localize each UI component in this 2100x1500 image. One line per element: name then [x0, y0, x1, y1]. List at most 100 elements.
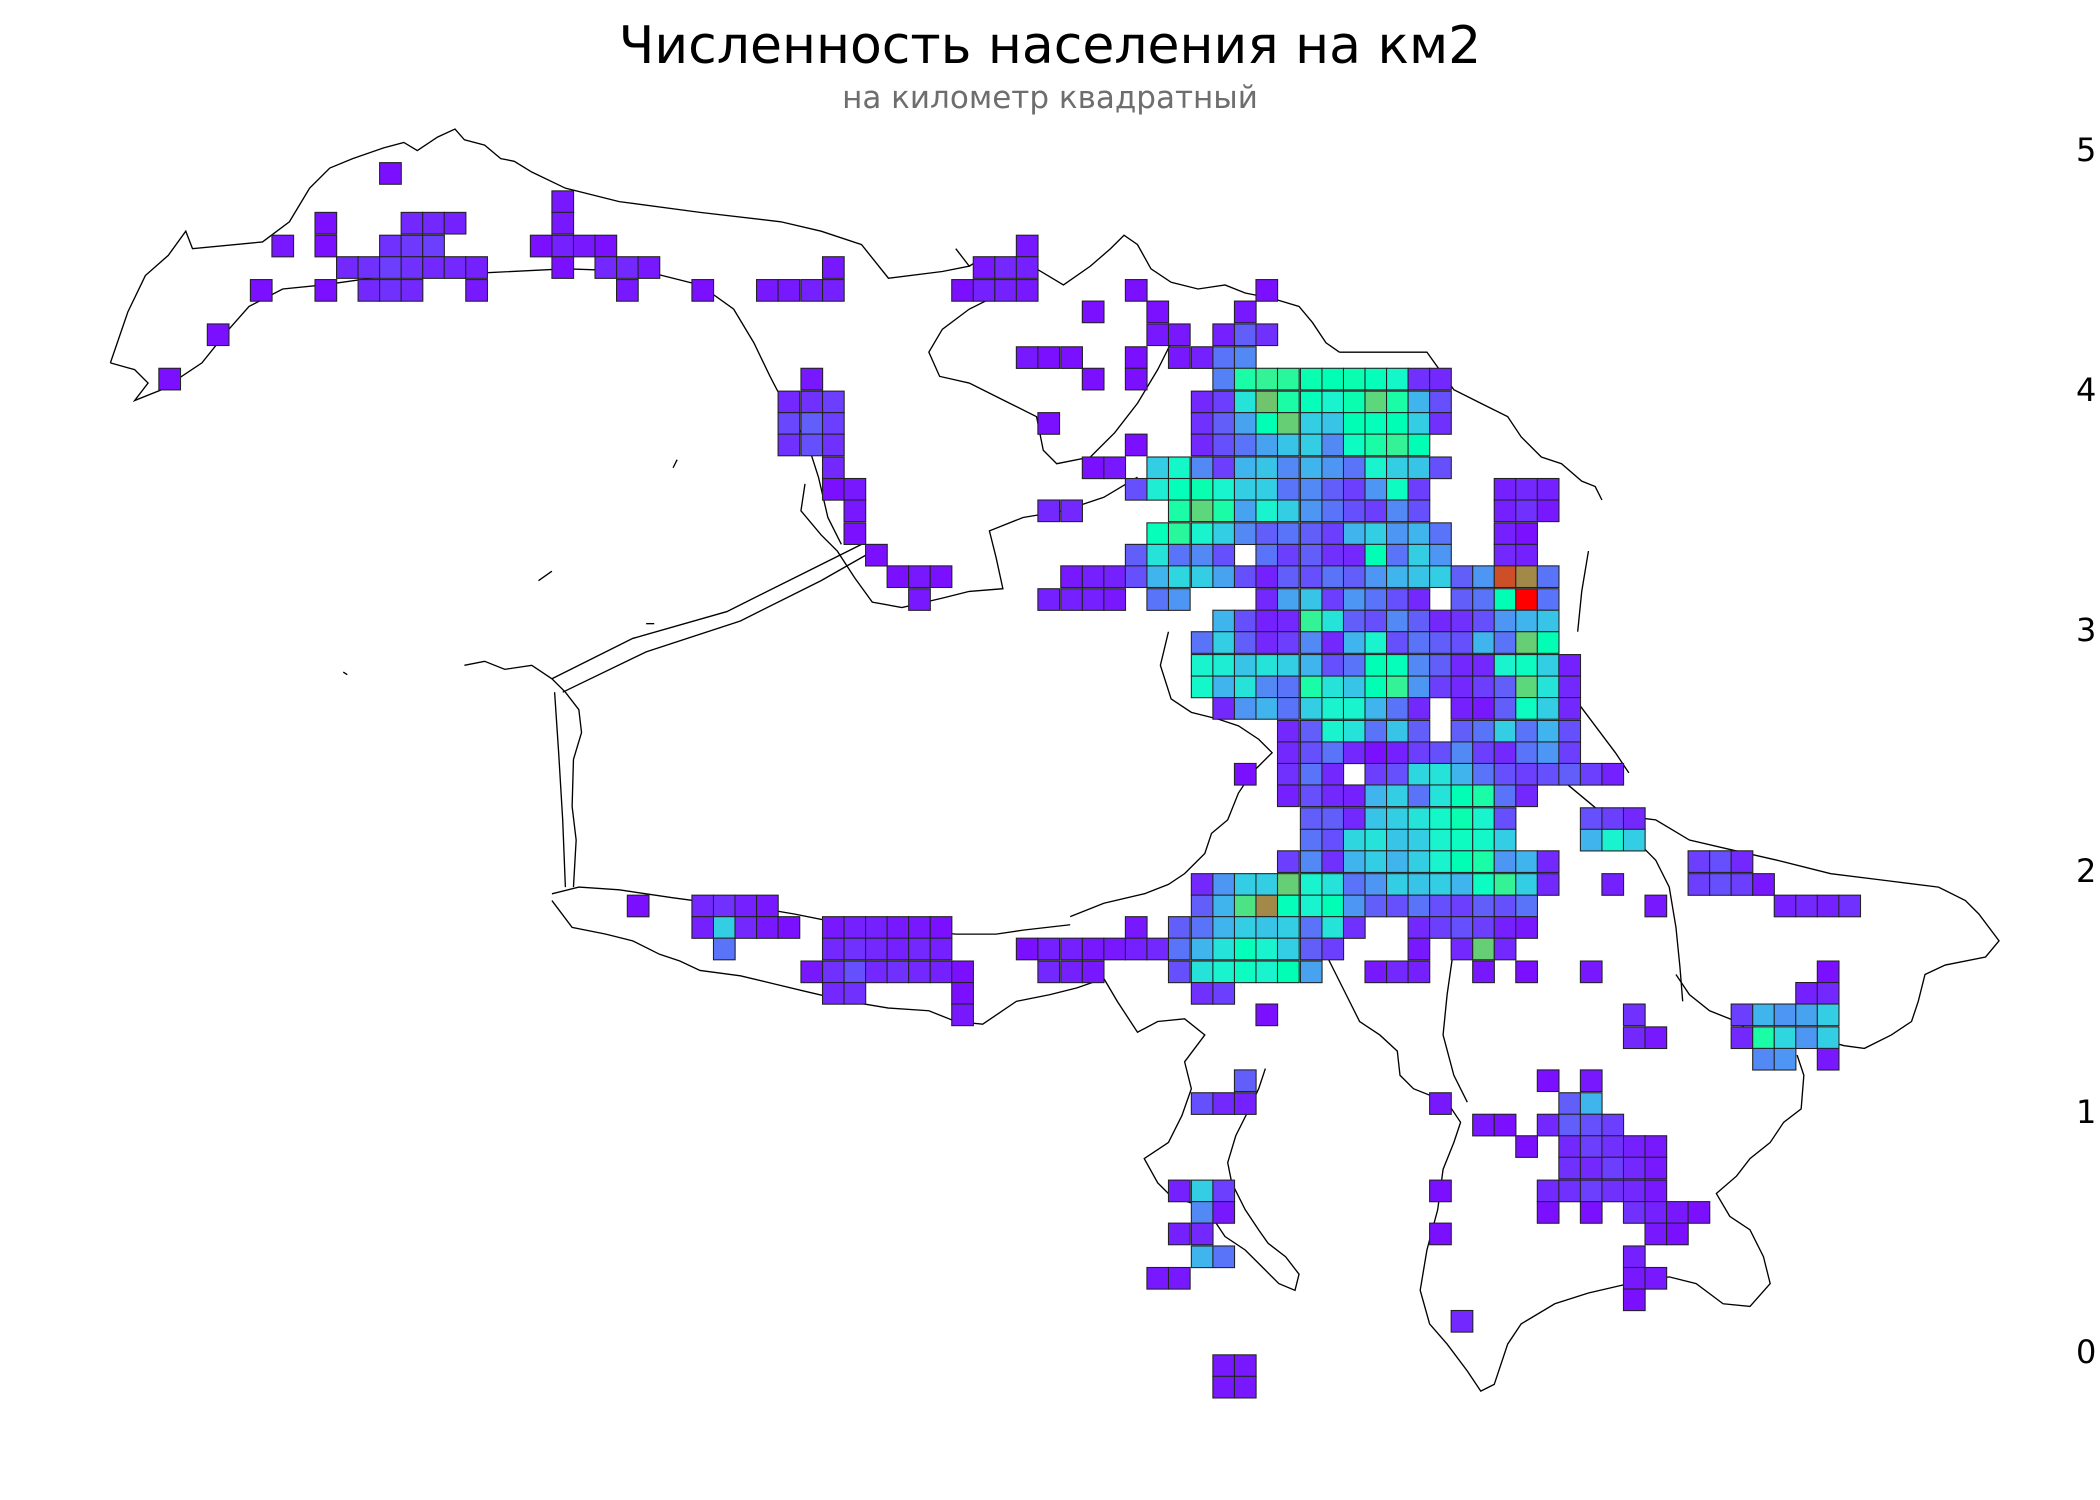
density-cell — [1299, 850, 1323, 873]
density-cell — [821, 412, 845, 435]
density-cell — [1407, 828, 1431, 852]
density-cell — [1255, 588, 1279, 611]
density-cell — [1386, 894, 1409, 918]
density-cell — [1493, 850, 1517, 873]
density-cell — [1321, 477, 1345, 501]
density-cell — [1233, 323, 1257, 347]
density-cell — [1167, 346, 1191, 369]
density-cell — [1515, 675, 1538, 699]
density-cell — [1622, 1179, 1646, 1203]
density-cell — [616, 256, 639, 279]
density-cell — [1558, 1135, 1582, 1158]
density-cell — [400, 234, 424, 258]
density-cell — [1386, 433, 1409, 457]
density-cell — [843, 937, 867, 961]
density-cell — [929, 937, 953, 961]
density-cell — [1299, 565, 1323, 589]
southeast-district-boundary — [1318, 940, 1805, 1392]
density-cell — [865, 960, 888, 984]
density-cell — [756, 279, 779, 302]
density-cell — [1255, 499, 1279, 523]
density-cell — [1622, 1026, 1646, 1050]
density-cell — [1472, 937, 1495, 961]
density-cell — [1255, 433, 1279, 457]
density-cell — [1472, 762, 1495, 786]
density-cell — [158, 367, 182, 391]
density-cell — [1493, 499, 1517, 523]
density-cell — [1233, 499, 1257, 523]
density-cell — [1255, 675, 1279, 699]
density-cell — [886, 960, 910, 984]
density-cell — [1386, 741, 1409, 765]
density-cell — [1472, 784, 1495, 808]
density-cell — [1429, 916, 1452, 939]
density-cell — [1233, 367, 1257, 391]
density-cell — [1364, 894, 1388, 918]
density-cell — [1558, 1113, 1582, 1137]
density-cell — [1255, 697, 1279, 720]
density-cell — [1536, 741, 1560, 765]
density-cell — [1081, 588, 1105, 611]
density-cell — [734, 916, 758, 939]
density-cells — [158, 162, 1862, 1399]
density-cell — [777, 433, 801, 457]
density-cell — [1579, 1113, 1603, 1137]
density-cell — [1429, 367, 1452, 391]
density-cell — [1037, 937, 1061, 961]
colorbar-tick-5: 5 — [2076, 131, 2097, 169]
density-cell — [1190, 981, 1214, 1005]
density-cell — [1212, 499, 1236, 523]
density-cell — [1276, 784, 1300, 808]
density-cell — [1429, 807, 1452, 830]
islet-2 — [538, 570, 553, 582]
density-cell — [908, 565, 931, 589]
density-cell — [314, 279, 338, 302]
density-cell — [1644, 1156, 1668, 1180]
density-cell — [951, 279, 974, 302]
density-cell — [1407, 675, 1431, 699]
density-cell — [1276, 960, 1300, 984]
colorbar-tick-3: 3 — [2076, 611, 2097, 649]
density-cell — [1644, 1026, 1668, 1050]
density-cell — [1450, 873, 1474, 896]
density-cell — [1212, 675, 1236, 699]
density-cell — [1687, 1201, 1711, 1224]
density-cell — [1364, 719, 1388, 743]
density-cell — [1644, 1135, 1668, 1158]
density-cell — [379, 162, 402, 185]
density-cell — [1515, 543, 1538, 567]
density-cell — [1321, 522, 1345, 546]
density-cell — [1321, 894, 1345, 918]
density-cell — [1579, 1092, 1603, 1115]
density-cell — [1622, 1201, 1646, 1224]
density-cell — [1407, 609, 1431, 633]
density-cell — [1493, 828, 1517, 852]
density-cell — [1190, 1222, 1214, 1246]
density-cell — [886, 937, 910, 961]
density-cell — [1299, 784, 1323, 808]
density-cell — [1233, 873, 1257, 896]
density-cell — [843, 916, 867, 939]
density-cell — [1773, 1026, 1797, 1050]
density-cell — [1342, 433, 1366, 457]
density-cell — [1299, 588, 1323, 611]
density-cell — [1429, 522, 1452, 546]
density-cell — [843, 522, 867, 546]
density-cell — [1493, 654, 1517, 677]
density-cell — [1321, 588, 1345, 611]
density-cell — [1386, 588, 1409, 611]
density-cell — [1233, 654, 1257, 677]
density-cell — [1429, 1222, 1452, 1246]
density-cell — [594, 234, 618, 258]
map-title: Численность населения на км2 — [618, 16, 1482, 76]
density-cell — [1364, 873, 1388, 896]
density-cell — [1255, 367, 1279, 391]
density-cell — [1037, 412, 1061, 435]
density-cell — [1233, 433, 1257, 457]
density-cell — [1558, 741, 1582, 765]
density-cell — [1407, 741, 1431, 765]
density-cell — [1515, 916, 1538, 939]
density-cell — [357, 256, 381, 279]
density-cell — [1255, 654, 1279, 677]
density-cell — [777, 279, 801, 302]
